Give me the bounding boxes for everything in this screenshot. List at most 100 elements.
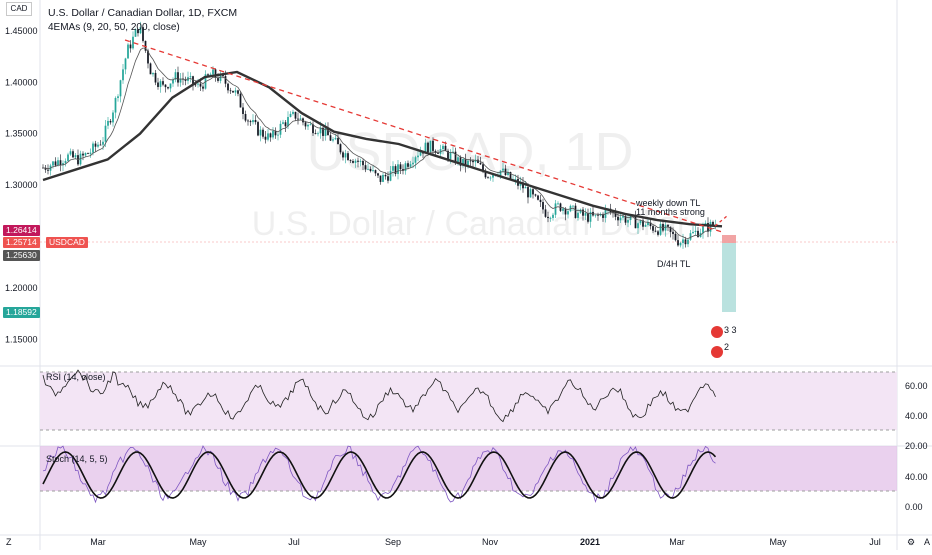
time-axis[interactable]: Mar May Jul Sep Nov 2021 Mar May Jul — [90, 537, 881, 547]
candle-body — [417, 155, 419, 158]
candle-body — [614, 212, 617, 217]
candle-body — [299, 118, 302, 120]
candle-body — [334, 138, 337, 140]
candle-body — [174, 72, 177, 80]
price-axis[interactable]: 1.45000 1.40000 1.35000 1.30000 1.20000 1.150… — [5, 26, 38, 345]
candle-body — [589, 211, 592, 222]
candle-body — [532, 189, 534, 195]
candle-body — [577, 212, 579, 218]
event-flag-top-icon[interactable] — [711, 326, 723, 338]
candle-body — [262, 129, 264, 137]
candle-body — [289, 113, 292, 117]
candle-body — [629, 215, 632, 221]
candle-body — [297, 118, 299, 120]
candle-body — [472, 160, 474, 163]
time-tick-label: Nov — [482, 537, 499, 547]
candle-body — [107, 120, 109, 126]
auto-scale-icon[interactable]: A — [924, 537, 930, 547]
candle-body — [244, 113, 247, 121]
candle-body — [674, 233, 677, 241]
candle-body — [502, 168, 504, 171]
candle-body — [529, 189, 532, 198]
candle-body — [537, 195, 539, 200]
candle-body — [534, 194, 537, 196]
price-tick-label: 1.45000 — [5, 26, 38, 36]
candle-body — [584, 213, 587, 216]
candle-body — [252, 120, 254, 123]
symbol-badge: USDCAD — [46, 237, 88, 248]
candle-body — [572, 205, 574, 207]
zoom-icon[interactable]: Z — [6, 537, 12, 547]
candle-body — [557, 203, 559, 205]
candle-body — [382, 174, 384, 182]
candle-body — [167, 87, 169, 89]
candle-body — [552, 214, 554, 218]
candle-body — [524, 187, 527, 189]
candle-body — [349, 160, 352, 161]
candle-body — [324, 127, 327, 136]
event-flags[interactable]: 3 3 2 — [711, 325, 737, 358]
candle-body — [427, 142, 429, 153]
candle-body — [197, 83, 199, 85]
candle-body — [52, 161, 54, 166]
candle-body — [429, 140, 432, 153]
candle-body — [284, 122, 287, 127]
candle-body — [234, 90, 237, 93]
candle-body — [374, 170, 377, 174]
currency-badge[interactable]: CAD — [6, 2, 32, 16]
rsi-tick-40: 40.00 — [905, 411, 928, 421]
candle-body — [637, 223, 639, 229]
candle-body — [142, 27, 144, 41]
candle-body — [207, 74, 209, 76]
candle-body — [309, 124, 312, 126]
candle-body — [392, 166, 394, 171]
candle-body — [269, 133, 272, 138]
candle-body — [412, 162, 414, 165]
candle-body — [72, 151, 74, 158]
candle-body — [634, 215, 637, 229]
candle-body — [134, 29, 137, 37]
candle-body — [579, 209, 582, 213]
candle-body — [149, 63, 152, 75]
candle-body — [159, 81, 162, 87]
candle-body — [354, 160, 357, 163]
indicator-title[interactable]: 4EMAs (9, 20, 50, 200, close) — [48, 22, 180, 33]
event-flag-bottom-icon[interactable] — [711, 346, 723, 358]
rsi-tick-20: 20.00 — [905, 441, 928, 451]
candle-body — [122, 69, 124, 81]
candle-body — [54, 161, 57, 166]
stoch-d-line — [42, 451, 717, 499]
candle-body — [152, 72, 154, 75]
candle-body — [157, 82, 159, 87]
ema-200-line — [42, 70, 723, 228]
candle-body — [444, 145, 447, 151]
symbol-title[interactable]: U.S. Dollar / Canadian Dollar, 1D, FXCM — [48, 7, 238, 19]
candle-body — [662, 223, 664, 231]
candle-body — [102, 141, 104, 145]
candle-body — [379, 175, 382, 182]
candle-body — [467, 160, 469, 167]
candle-body — [267, 133, 269, 140]
candle-body — [229, 90, 232, 92]
candle-body — [619, 217, 622, 221]
candle-body — [474, 159, 477, 163]
candle-body — [384, 174, 387, 177]
candle-body — [317, 133, 319, 135]
candle-body — [457, 157, 459, 164]
candle-body — [539, 199, 542, 203]
event-flag-top-count: 3 3 — [724, 325, 737, 335]
candle-body — [442, 145, 444, 150]
candle-body — [277, 134, 279, 136]
candle-body — [247, 120, 249, 122]
settings-icon[interactable]: ⚙ — [907, 537, 915, 547]
candle-body — [402, 169, 404, 171]
candle-body — [224, 76, 227, 84]
candle-body — [509, 172, 512, 180]
candle-body — [359, 160, 362, 162]
candle-body — [657, 231, 659, 235]
candle-body — [562, 208, 564, 211]
candle-body — [44, 167, 47, 170]
candle-body — [139, 27, 142, 34]
candle-body — [432, 140, 434, 151]
candle-body — [692, 231, 694, 234]
